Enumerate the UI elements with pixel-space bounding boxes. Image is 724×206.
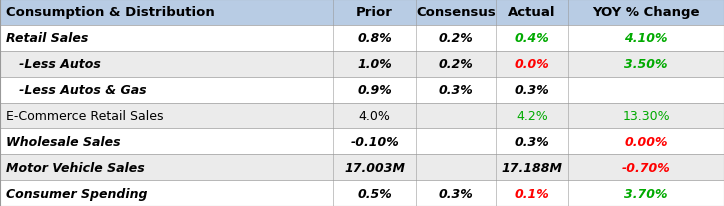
FancyBboxPatch shape (0, 77, 724, 103)
Text: 13.30%: 13.30% (623, 109, 670, 122)
Text: 4.2%: 4.2% (516, 109, 548, 122)
Text: 0.2%: 0.2% (439, 58, 473, 71)
Text: Retail Sales: Retail Sales (6, 32, 88, 45)
Text: -0.70%: -0.70% (622, 161, 670, 174)
FancyBboxPatch shape (0, 52, 724, 77)
Text: Motor Vehicle Sales: Motor Vehicle Sales (6, 161, 145, 174)
Text: 0.3%: 0.3% (515, 135, 550, 148)
FancyBboxPatch shape (0, 0, 724, 26)
Text: Consumption & Distribution: Consumption & Distribution (6, 6, 214, 19)
Text: YOY % Change: YOY % Change (592, 6, 700, 19)
FancyBboxPatch shape (0, 26, 724, 52)
Text: 3.50%: 3.50% (624, 58, 668, 71)
Text: Consumer Spending: Consumer Spending (6, 187, 147, 200)
Text: 0.4%: 0.4% (515, 32, 550, 45)
Text: 17.003M: 17.003M (344, 161, 405, 174)
Text: Prior: Prior (356, 6, 393, 19)
Text: 3.70%: 3.70% (624, 187, 668, 200)
Text: E-Commerce Retail Sales: E-Commerce Retail Sales (6, 109, 164, 122)
Text: -0.10%: -0.10% (350, 135, 399, 148)
Text: 0.3%: 0.3% (439, 84, 473, 97)
Text: Consensus: Consensus (416, 6, 496, 19)
Text: Actual: Actual (508, 6, 556, 19)
FancyBboxPatch shape (0, 180, 724, 206)
Text: -Less Autos: -Less Autos (6, 58, 101, 71)
Text: 0.1%: 0.1% (515, 187, 550, 200)
FancyBboxPatch shape (0, 129, 724, 154)
Text: Wholesale Sales: Wholesale Sales (6, 135, 120, 148)
Text: 0.0%: 0.0% (515, 58, 550, 71)
Text: 0.3%: 0.3% (515, 84, 550, 97)
Text: -Less Autos & Gas: -Less Autos & Gas (6, 84, 146, 97)
Text: 0.9%: 0.9% (358, 84, 392, 97)
Text: 0.8%: 0.8% (358, 32, 392, 45)
Text: 0.2%: 0.2% (439, 32, 473, 45)
Text: 0.5%: 0.5% (358, 187, 392, 200)
FancyBboxPatch shape (0, 103, 724, 129)
Text: 1.0%: 1.0% (358, 58, 392, 71)
FancyBboxPatch shape (0, 154, 724, 180)
Text: 17.188M: 17.188M (502, 161, 563, 174)
Text: 4.10%: 4.10% (624, 32, 668, 45)
Text: 0.00%: 0.00% (624, 135, 668, 148)
Text: 0.3%: 0.3% (439, 187, 473, 200)
Text: 4.0%: 4.0% (358, 109, 391, 122)
